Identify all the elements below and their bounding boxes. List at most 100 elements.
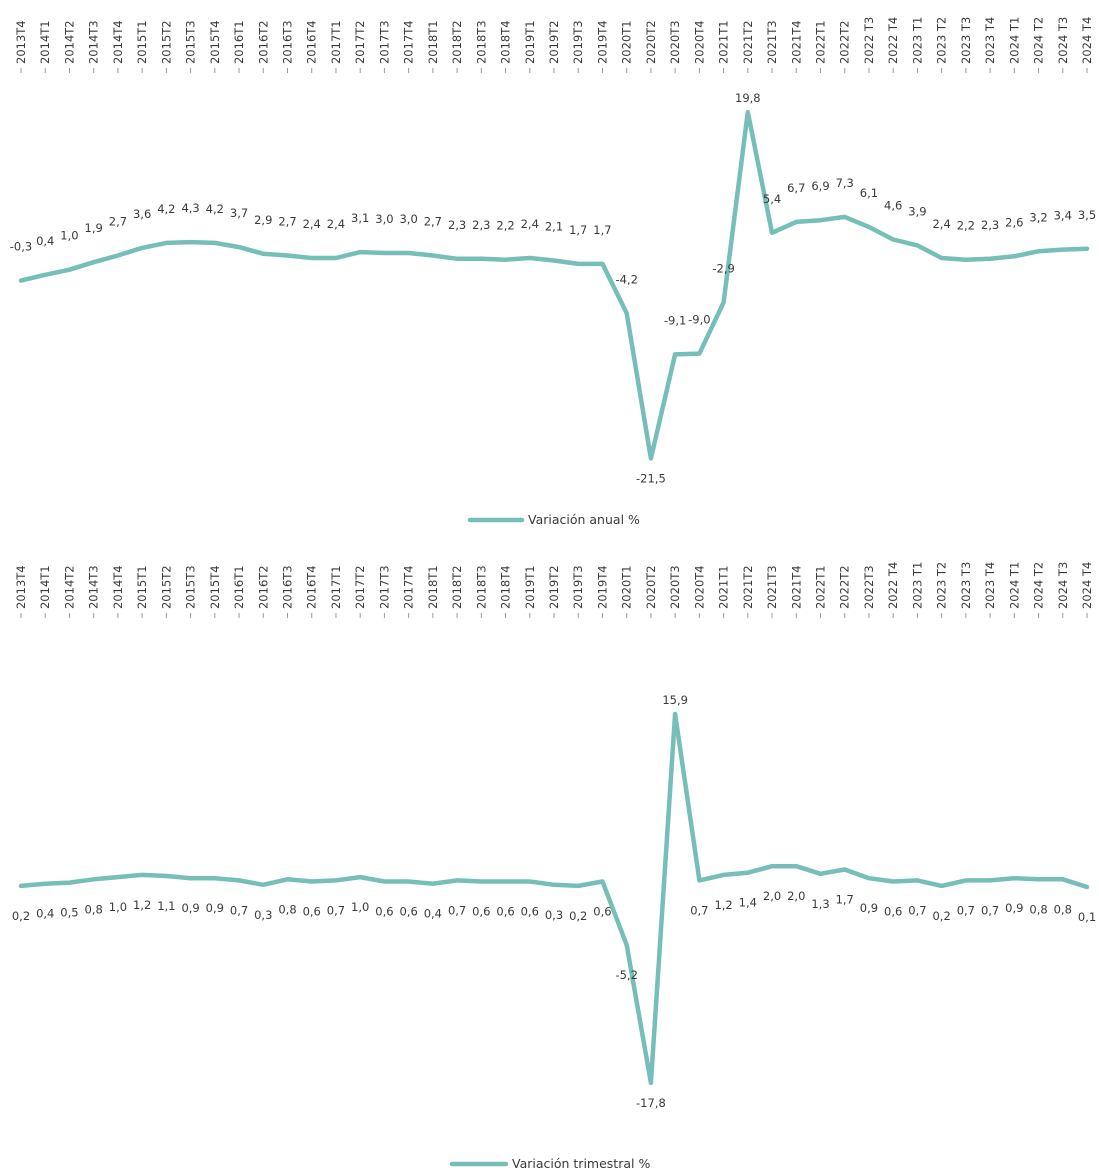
data-label: 2,3 (981, 218, 999, 232)
data-label: 0,4 (424, 907, 442, 921)
x-tick-label: 2015T1 (135, 565, 149, 609)
x-tick-label: 2014T2 (62, 565, 76, 609)
x-tick-label: 2015T3 (184, 565, 198, 609)
data-point (358, 875, 362, 879)
data-point (915, 243, 919, 247)
x-tick-label: 2020T3 (668, 20, 682, 64)
data-label: 2,0 (787, 889, 805, 903)
data-point (770, 864, 774, 868)
data-point (67, 268, 71, 272)
data-point (286, 253, 290, 257)
x-tick-label: 2024 T1 (1007, 17, 1021, 64)
data-label: -5,2 (615, 968, 637, 982)
data-point (770, 231, 774, 235)
data-point (673, 352, 677, 356)
x-tick-label: 2019T4 (595, 565, 609, 609)
data-label: -2,9 (712, 261, 734, 275)
data-point (67, 881, 71, 885)
data-label: 0,7 (327, 903, 345, 917)
data-label: -21,5 (636, 471, 666, 485)
data-point (746, 871, 750, 875)
data-label: 0,7 (230, 903, 248, 917)
data-label: 0,9 (181, 901, 199, 915)
x-tick-label: 2019T2 (547, 565, 561, 609)
x-tick-label: 2015T2 (159, 20, 173, 64)
data-label: 3,4 (1054, 209, 1072, 223)
data-point (286, 877, 290, 881)
data-point (576, 262, 580, 266)
data-point (1085, 247, 1089, 251)
data-label: 0,7 (448, 903, 466, 917)
data-label: 2,3 (472, 218, 490, 232)
series-line (18, 109, 1090, 461)
data-label: 0,1 (1078, 910, 1096, 924)
x-tick-label: 2018T2 (450, 565, 464, 609)
data-label: 0,2 (569, 909, 587, 923)
x-tick-label: 2016T4 (305, 565, 319, 609)
data-label: 1,0 (351, 900, 369, 914)
data-label: 0,2 (12, 909, 30, 923)
x-tick-label: 2017T1 (329, 565, 343, 609)
annual-variation-chart: 2013T4 2014T1 2014T2 2014T3 2014T4 2015T1 2015… (10, 17, 1096, 527)
data-point (722, 873, 726, 877)
x-tick-label: 2023 T4 (983, 17, 997, 64)
data-point (600, 262, 604, 266)
data-label: 0,6 (521, 904, 539, 918)
data-point (819, 872, 823, 876)
data-label: -9,0 (688, 313, 710, 327)
data-label: 3,6 (133, 207, 151, 221)
data-label: 0,8 (1029, 902, 1047, 916)
x-tick-label: 2021T3 (765, 565, 779, 609)
data-point (891, 879, 895, 883)
x-tick-label: 2020T4 (692, 20, 706, 64)
data-label: 6,7 (787, 181, 805, 195)
x-tick-label: 2018T4 (499, 565, 513, 609)
x-tick-label: 2024 T4 (1080, 17, 1094, 64)
data-label: 3,2 (1029, 210, 1047, 224)
data-label: 7,3 (836, 176, 854, 190)
data-label: 0,4 (36, 907, 54, 921)
data-label: 6,9 (811, 179, 829, 193)
x-tick-label: 2023 T3 (959, 17, 973, 64)
data-point (964, 878, 968, 882)
data-label: 2,7 (109, 214, 127, 228)
data-label: 4,6 (884, 199, 902, 213)
data-point (479, 257, 483, 261)
data-point (843, 215, 847, 219)
x-tick-label: 2021T2 (741, 565, 755, 609)
x-tick-label: 2017T4 (402, 565, 416, 609)
x-tick-label: 2014T4 (111, 20, 125, 64)
data-point (794, 220, 798, 224)
x-tick-label: 2020T2 (644, 20, 658, 64)
data-label: 3,0 (399, 212, 417, 226)
x-tick-label: 2018T1 (426, 20, 440, 64)
quarterly-variation-chart: 2013T4 2014T1 2014T2 2014T3 2014T4 2015T1 2015… (12, 562, 1096, 1171)
x-tick-label: 2017T2 (353, 565, 367, 609)
data-point (116, 875, 120, 879)
data-point (867, 225, 871, 229)
data-point (940, 884, 944, 888)
data-label: 3,1 (351, 211, 369, 225)
data-point (140, 246, 144, 250)
series-line (18, 711, 1090, 1086)
data-point (1037, 249, 1041, 253)
x-tick-label: 2018T3 (474, 20, 488, 64)
x-tick-label: 2015T4 (208, 20, 222, 64)
x-tick-label: 2019T1 (523, 565, 537, 609)
legend-label: Variación anual % (528, 512, 640, 527)
x-tick-label: 2024 T4 (1080, 562, 1094, 609)
data-point (746, 110, 750, 114)
x-tick-label: 2022 T4 (886, 562, 900, 609)
x-tick-label: 2017T3 (377, 20, 391, 64)
data-label: 0,2 (932, 909, 950, 923)
data-label: -0,3 (10, 240, 32, 254)
data-point (213, 876, 217, 880)
data-point (552, 883, 556, 887)
data-point (19, 884, 23, 888)
data-label: 0,7 (981, 903, 999, 917)
data-label: 2,2 (496, 219, 514, 233)
data-point (794, 864, 798, 868)
data-label: 1,7 (569, 223, 587, 237)
x-tick-label: 2023 T3 (959, 562, 973, 609)
data-label: 2,3 (448, 218, 466, 232)
